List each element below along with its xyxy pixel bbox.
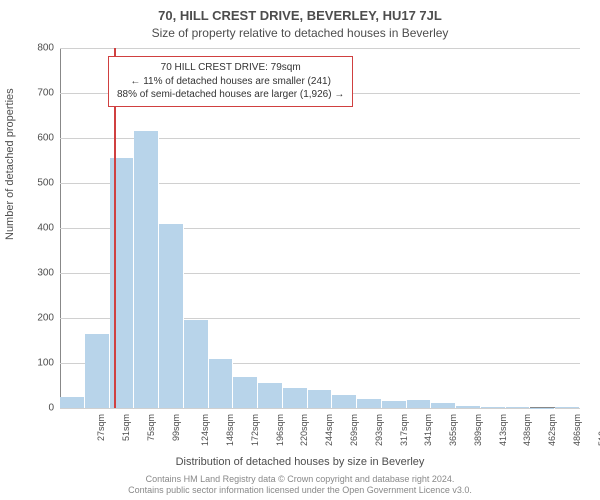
bar (209, 359, 234, 409)
x-tick-label: 413sqm (498, 414, 508, 446)
x-tick-label: 244sqm (324, 414, 334, 446)
x-tick-label: 269sqm (349, 414, 359, 446)
y-tick-label: 200 (24, 313, 54, 324)
x-tick-label: 293sqm (374, 414, 384, 446)
y-tick-label: 700 (24, 88, 54, 99)
x-tick-label: 99sqm (171, 414, 181, 441)
x-tick-label: 365sqm (448, 414, 458, 446)
x-tick-label: 317sqm (399, 414, 409, 446)
bar (233, 377, 258, 409)
bar (85, 334, 110, 408)
info-line-1: 70 HILL CREST DRIVE: 79sqm (117, 61, 344, 75)
info-box: 70 HILL CREST DRIVE: 79sqm ← 11% of deta… (108, 56, 353, 107)
x-tick-label: 148sqm (225, 414, 235, 446)
x-tick-label: 172sqm (250, 414, 260, 446)
y-tick-label: 800 (24, 43, 54, 54)
x-tick-label: 438sqm (522, 414, 532, 446)
bar (110, 158, 135, 408)
gridline (60, 408, 580, 409)
bar (382, 401, 407, 408)
bar (357, 399, 382, 408)
y-tick-label: 500 (24, 178, 54, 189)
bar (184, 320, 209, 408)
bar (60, 397, 85, 408)
x-tick-label: 510sqm (597, 414, 600, 446)
bar (134, 131, 159, 408)
info-line-2: ← 11% of detached houses are smaller (24… (117, 75, 344, 89)
x-tick-label: 124sqm (200, 414, 210, 446)
x-tick-label: 27sqm (96, 414, 106, 441)
bar (407, 400, 432, 408)
x-tick-label: 75sqm (146, 414, 156, 441)
x-tick-label: 220sqm (300, 414, 310, 446)
x-tick-label: 486sqm (572, 414, 582, 446)
bar (431, 403, 456, 408)
bar (308, 390, 333, 408)
bar (555, 407, 580, 408)
footer-line-1: Contains HM Land Registry data © Crown c… (0, 474, 600, 485)
bar (258, 383, 283, 408)
bar (506, 407, 531, 408)
bar (159, 224, 184, 409)
x-tick-label: 389sqm (473, 414, 483, 446)
x-axis-label: Distribution of detached houses by size … (0, 456, 600, 468)
y-tick-label: 100 (24, 358, 54, 369)
footer-line-2: Contains public sector information licen… (0, 485, 600, 496)
bar (332, 395, 357, 409)
x-tick-label: 462sqm (547, 414, 557, 446)
x-tick-label: 341sqm (423, 414, 433, 446)
title-subtitle: Size of property relative to detached ho… (0, 26, 600, 40)
bar (481, 407, 506, 408)
bar (456, 406, 481, 408)
y-tick-label: 300 (24, 268, 54, 279)
y-tick-label: 400 (24, 223, 54, 234)
footer-attribution: Contains HM Land Registry data © Crown c… (0, 474, 600, 497)
x-tick-label: 51sqm (121, 414, 131, 441)
title-address: 70, HILL CREST DRIVE, BEVERLEY, HU17 7JL (0, 8, 600, 23)
y-tick-label: 0 (24, 403, 54, 414)
y-tick-label: 600 (24, 133, 54, 144)
x-tick-label: 196sqm (275, 414, 285, 446)
info-line-3: 88% of semi-detached houses are larger (… (117, 88, 344, 102)
y-axis-label: Number of detached properties (4, 88, 16, 240)
bar (283, 388, 308, 408)
plot-area: 70 HILL CREST DRIVE: 79sqm ← 11% of deta… (60, 48, 580, 408)
